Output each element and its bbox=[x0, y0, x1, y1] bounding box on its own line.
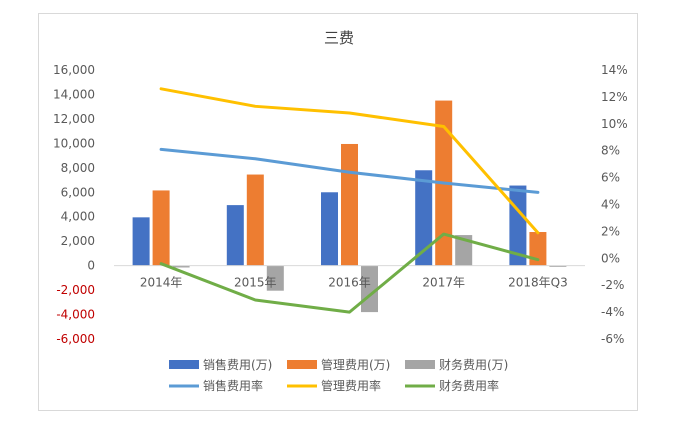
series-line bbox=[159, 87, 540, 235]
bar bbox=[549, 265, 567, 267]
y-left-tick-label: 12,000 bbox=[53, 112, 95, 126]
legend: 销售费用(万) 管理费用(万) 财务费用(万) 销售费用率 管理费用率 财务费用率 bbox=[169, 357, 508, 393]
bar bbox=[152, 190, 170, 266]
y-right-tick-label: 14% bbox=[601, 63, 628, 77]
y-right-tick-label: 6% bbox=[601, 171, 620, 185]
y-left-tick-label: 14,000 bbox=[53, 87, 95, 101]
legend-swatch bbox=[287, 360, 317, 369]
y-right-tick-label: 10% bbox=[601, 117, 628, 131]
legend-label: 管理费用(万) bbox=[321, 357, 390, 372]
y-left-tick-label: 10,000 bbox=[53, 136, 95, 150]
legend-label: 销售费用率 bbox=[203, 378, 263, 393]
legend-label: 财务费用(万) bbox=[439, 357, 508, 372]
y-left-tick-label: -6,000 bbox=[56, 332, 95, 346]
bar bbox=[415, 170, 433, 266]
y-left-tick-label: -4,000 bbox=[56, 308, 95, 322]
chart-title: 三费 bbox=[324, 29, 354, 47]
combo-chart: 三费 -6,000 -4,000 -2,000 0 2,000 4,000 6,000 8,0… bbox=[53, 29, 628, 393]
legend-label: 管理费用率 bbox=[321, 378, 381, 393]
bar bbox=[341, 143, 358, 266]
y-right-tick-label: -4% bbox=[601, 305, 624, 319]
legend-label: 财务费用率 bbox=[439, 378, 499, 393]
y-right-tick-label: 4% bbox=[601, 198, 620, 212]
x-tick-label: 2015年 bbox=[234, 276, 277, 290]
series-line bbox=[159, 232, 540, 314]
y-right-tick-label: -6% bbox=[601, 332, 624, 346]
y-right-tick-label: 12% bbox=[601, 90, 628, 104]
y-right-tick-label: -2% bbox=[601, 278, 624, 292]
bar bbox=[226, 205, 244, 266]
y-left-tick-label: 4,000 bbox=[61, 210, 95, 224]
y-right-tick-label: 8% bbox=[601, 144, 620, 158]
y-left-tick-label: -2,000 bbox=[56, 283, 95, 297]
x-tick-label: 2018年Q3 bbox=[508, 276, 568, 290]
y-left-tick-label: 16,000 bbox=[53, 63, 95, 77]
bar bbox=[246, 174, 264, 266]
chart-frame: 三费 -6,000 -4,000 -2,000 0 2,000 4,000 6,000 8,0… bbox=[38, 13, 638, 411]
legend-swatch bbox=[169, 360, 199, 369]
y-left-tick-label: 2,000 bbox=[61, 234, 95, 248]
y-left-tick-label: 0 bbox=[87, 259, 95, 273]
bar bbox=[455, 235, 473, 266]
series-line bbox=[159, 147, 540, 194]
x-tick-label: 2016年 bbox=[328, 276, 371, 290]
plot-area: -6,000 -4,000 -2,000 0 2,000 4,000 6,000 8,000 1… bbox=[53, 63, 628, 346]
x-tick-label: 2017年 bbox=[422, 276, 465, 290]
y-right-tick-label: 0% bbox=[601, 251, 620, 265]
legend-swatch bbox=[405, 360, 435, 369]
bar bbox=[132, 217, 150, 266]
x-tick-label: 2014年 bbox=[140, 276, 183, 290]
bar bbox=[321, 192, 338, 266]
bar bbox=[172, 265, 190, 268]
bar bbox=[266, 265, 284, 291]
y-right-tick-label: 2% bbox=[601, 224, 620, 238]
y-left-tick-label: 8,000 bbox=[61, 161, 95, 175]
legend-label: 销售费用(万) bbox=[203, 357, 272, 372]
y-left-tick-label: 6,000 bbox=[61, 185, 95, 199]
